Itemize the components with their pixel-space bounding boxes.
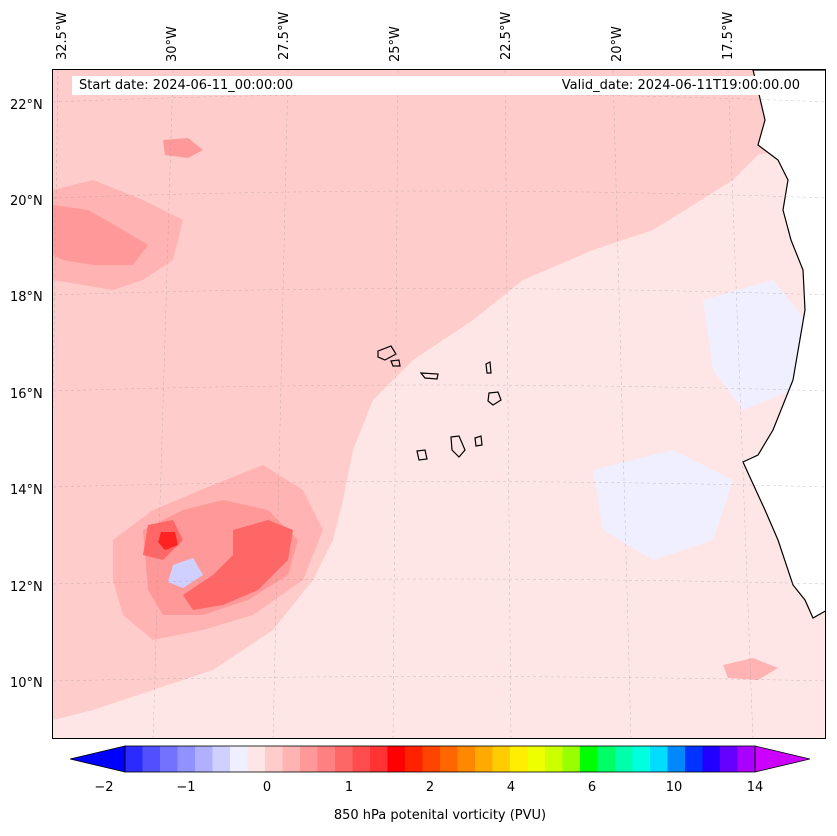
colorbar-max-extension: [754, 745, 810, 773]
colorbar-segment: [475, 746, 493, 772]
africa-land: [742, 70, 825, 619]
colorbar-segment: [160, 746, 178, 772]
island-santiago: [450, 435, 466, 458]
colorbar-outline: [124, 745, 756, 773]
colorbar-segment: [685, 746, 703, 772]
lon-label: 27.5°W: [277, 11, 292, 60]
header-strip: [72, 76, 807, 95]
colorbar-segment: [615, 746, 633, 772]
valid-date-label: Valid_date: 2024-06-11T19:00:00.00: [561, 78, 800, 93]
map-panel: [52, 69, 826, 739]
colorbar-segment: [265, 746, 283, 772]
gridlines: [53, 70, 825, 738]
pv-negative-lobe: [168, 558, 203, 588]
colorbar-segment: [720, 746, 738, 772]
colorbar-segment: [177, 746, 196, 772]
lon-label: 25°W: [388, 26, 403, 62]
pv-contour-south-inner: [183, 520, 293, 610]
lat-label: 18°N: [10, 290, 43, 305]
island-sao-nicolau: [419, 372, 439, 380]
colorbar-segment: [562, 746, 581, 772]
lat-label: 16°N: [10, 387, 43, 402]
colorbar-segment: [440, 746, 458, 772]
colorbar-tick: 10: [665, 780, 683, 795]
colorbar-segment: [195, 746, 213, 772]
colorbar-min-extension: [70, 745, 126, 773]
colorbar-segment: [545, 746, 563, 772]
lat-label: 20°N: [10, 194, 43, 209]
colorbar: [70, 745, 810, 773]
lon-label: 20°W: [610, 26, 625, 62]
colorbar-segment: [317, 746, 336, 772]
lat-label: 14°N: [10, 483, 43, 498]
colorbar-tick: 2: [425, 780, 435, 795]
colorbar-segment: [632, 746, 651, 772]
colorbar-segment: [230, 746, 248, 772]
colorbar-segment: [422, 746, 441, 772]
lon-label: 32.5°W: [55, 11, 70, 60]
pv-contour-small-n: [163, 138, 203, 158]
colorbar-segment: [510, 746, 528, 772]
colorbar-label: 850 hPa potenital vorticity (PVU): [333, 808, 547, 823]
pv-contour-west-peak: [158, 532, 178, 550]
colorbar-segments: [125, 746, 756, 772]
island-boa-vista: [487, 391, 502, 406]
lat-label: 12°N: [10, 580, 43, 595]
colorbar-segment: [702, 746, 721, 772]
colorbar-segment: [212, 746, 231, 772]
colorbar-segment: [597, 746, 616, 772]
colorbar-tick: 4: [506, 780, 516, 795]
island-sao-vicente: [390, 359, 401, 367]
colorbar-segment: [300, 746, 318, 772]
colorbar-segment: [335, 746, 353, 772]
lon-label: 22.5°W: [499, 11, 514, 60]
colorbar-segment: [125, 746, 143, 772]
colorbar-tick: 0: [262, 780, 272, 795]
island-maio: [474, 435, 483, 447]
colorbar-segment: [387, 746, 406, 772]
pv-contour-se: [723, 658, 778, 680]
pv-negative-east: [703, 280, 813, 410]
colorbar-tick: 1: [344, 780, 354, 795]
colorbar-segment: [492, 746, 511, 772]
colorbar-segment: [650, 746, 668, 772]
colorbar-segment: [580, 746, 598, 772]
colorbar-segment: [405, 746, 423, 772]
colorbar-segment: [282, 746, 301, 772]
lat-label: 22°N: [10, 98, 43, 113]
pv-field-map: [53, 70, 825, 738]
colorbar-tick: 6: [587, 780, 597, 795]
start-date-label: Start date: 2024-06-11_00:00:00: [79, 78, 294, 93]
colorbar-tick: −1: [176, 780, 196, 795]
lat-label: 10°N: [10, 676, 43, 691]
island-sal: [485, 361, 492, 374]
lon-label: 17.5°W: [721, 11, 736, 60]
colorbar-tick: −2: [94, 780, 114, 795]
pv-contour-nw-inner: [53, 205, 148, 265]
colorbar-tick: 14: [746, 780, 764, 795]
colorbar-segment: [142, 746, 161, 772]
colorbar-segment: [370, 746, 388, 772]
colorbar-segment: [352, 746, 371, 772]
colorbar-segment: [527, 746, 546, 772]
colorbar-segment: [457, 746, 476, 772]
colorbar-segment: [667, 746, 686, 772]
lon-label: 30°W: [165, 26, 180, 62]
pv-negative-east-2: [593, 450, 733, 560]
island-santo-antao: [377, 345, 397, 361]
colorbar-segment: [247, 746, 266, 772]
colorbar-segment: [737, 746, 756, 772]
island-fogo: [416, 449, 428, 461]
